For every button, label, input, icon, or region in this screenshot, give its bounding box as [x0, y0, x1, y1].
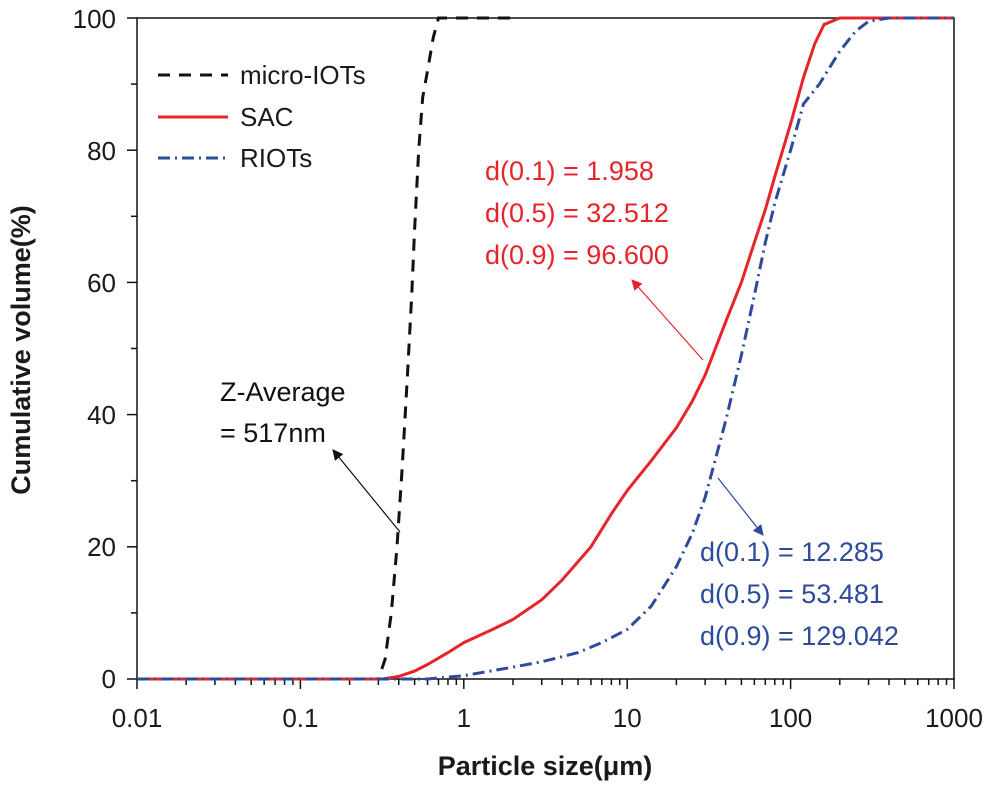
sac-d01: d(0.1) = 1.958: [485, 156, 654, 186]
sac-d05: d(0.5) = 32.512: [485, 198, 669, 228]
riots-arrow: [717, 477, 764, 536]
z-average-arrow: [332, 449, 401, 533]
y-tick-label: 20: [87, 532, 116, 562]
z-average-label: Z-Average: [220, 377, 346, 407]
legend-label-sac: SAC: [240, 102, 293, 132]
series-layer: [137, 16, 954, 681]
x-tick-label: 100: [769, 703, 812, 733]
legend-label-riots: RIOTs: [240, 143, 312, 173]
z-average-annotation: Z-Average = 517nm: [220, 377, 401, 533]
x-tick-label: 1: [457, 703, 471, 733]
sac-d09: d(0.9) = 96.600: [485, 240, 669, 270]
riots-d01: d(0.1) = 12.285: [700, 537, 884, 567]
y-tick-labels: 0 20 40 60 80 100: [73, 4, 116, 694]
x-tick-label: 1000: [925, 703, 983, 733]
x-tick-label: 0.1: [282, 703, 318, 733]
x-tick-labels: 0.01 0.1 1 10 100 1000: [112, 703, 983, 733]
y-tick-label: 40: [87, 400, 116, 430]
z-average-value: = 517nm: [220, 418, 326, 448]
riots-d05: d(0.5) = 53.481: [700, 579, 884, 609]
y-tick-label: 80: [87, 136, 116, 166]
y-axis-title: Cumulative volume(%): [6, 205, 36, 495]
series-line-sac: [137, 16, 954, 681]
riots-stats-annotation: d(0.1) = 12.285 d(0.5) = 53.481 d(0.9) =…: [700, 477, 899, 651]
x-tick-label: 10: [613, 703, 642, 733]
x-tick-label: 0.01: [112, 703, 163, 733]
x-axis-title: Particle size(μm): [438, 751, 653, 781]
y-tick-label: 0: [102, 664, 116, 694]
riots-d09: d(0.9) = 129.042: [700, 621, 899, 651]
legend-label-micro-iots: micro-IOTs: [240, 60, 366, 90]
legend: micro-IOTs SAC RIOTs: [158, 60, 366, 173]
series-line-micro-iots: [137, 16, 513, 681]
sac-arrow: [631, 279, 704, 361]
y-tick-label: 100: [73, 4, 116, 34]
y-tick-label: 60: [87, 268, 116, 298]
sac-stats-annotation: d(0.1) = 1.958 d(0.5) = 32.512 d(0.9) = …: [485, 156, 704, 361]
